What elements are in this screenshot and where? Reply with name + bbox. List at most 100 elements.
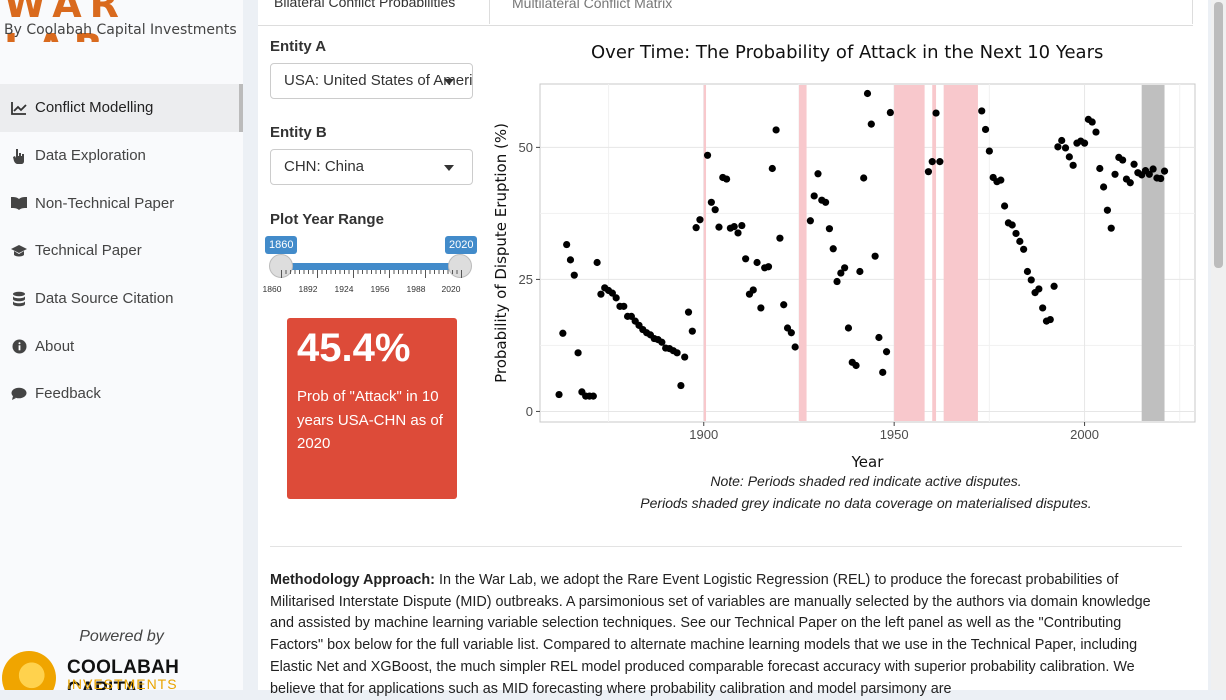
data-point — [932, 109, 940, 117]
slider-ticks — [281, 270, 462, 278]
x-axis-label: Year — [851, 453, 885, 471]
tab-bilateral[interactable]: Bilateral Conflict Probabilities — [258, 0, 490, 24]
chevron-down-icon — [444, 165, 454, 171]
chart-title: Over Time: The Probability of Attack in … — [591, 42, 1104, 63]
y-axis-label: Probability of Dispute Eruption (%) — [492, 123, 510, 383]
data-point — [822, 198, 830, 206]
sidebar-item-non-technical-paper[interactable]: Non-Technical Paper — [0, 179, 243, 227]
sidebar-item-data-exploration[interactable]: Data Exploration — [0, 132, 243, 180]
x-tick-label: 2000 — [1070, 427, 1099, 442]
entity-a-select[interactable]: USA: United States of America — [270, 63, 473, 99]
data-point — [837, 269, 845, 277]
sidebar-item-label: Conflict Modelling — [35, 99, 154, 117]
sidebar-item-technical-paper[interactable]: Technical Paper — [0, 227, 243, 275]
brand-title: WAR LAB — [4, 0, 127, 42]
data-point — [867, 120, 875, 128]
entity-a-value: USA: United States of America — [284, 72, 473, 89]
powered-by: Powered by — [79, 628, 164, 645]
info-circle-icon — [10, 338, 28, 354]
data-point — [768, 164, 776, 173]
data-point — [981, 125, 990, 134]
sidebar-item-label: Data Exploration — [35, 147, 146, 165]
coolabah-logo: COOLABAH CAPITAL INVESTMENTS — [0, 645, 243, 690]
data-point — [738, 221, 746, 230]
year-range-label: Plot Year Range — [270, 211, 384, 228]
entity-a-label: Entity A — [270, 38, 327, 55]
active-dispute-band — [894, 85, 925, 421]
slider-to-badge: 2020 — [445, 236, 478, 254]
data-point — [1111, 170, 1119, 178]
data-point — [1023, 267, 1032, 276]
data-point — [757, 304, 765, 312]
data-point — [730, 222, 738, 231]
data-point — [1160, 167, 1169, 175]
page-scrollbar[interactable] — [1211, 0, 1226, 690]
data-point — [1012, 229, 1020, 238]
data-point — [1119, 156, 1127, 164]
probability-chart: 1900 1950 2000 0 25 50 Year Probability of Disp… — [492, 83, 1196, 471]
data-point — [780, 301, 788, 309]
data-point — [563, 240, 571, 249]
slider-tick-label: 1956 — [370, 284, 390, 294]
data-point — [692, 224, 700, 232]
entity-b-value: CHN: China — [284, 158, 365, 175]
data-point — [597, 290, 605, 298]
chevron-down-icon — [444, 79, 454, 85]
data-point — [1100, 183, 1108, 191]
active-dispute-band — [798, 85, 807, 421]
x-tick-label: 1900 — [689, 427, 718, 442]
data-point — [871, 252, 879, 260]
tab-multilateral[interactable]: Multilateral Conflict Matrix — [490, 0, 1193, 24]
entity-b-select[interactable]: CHN: China — [270, 149, 473, 185]
slider-track[interactable] — [280, 263, 460, 270]
sidebar-item-label: Technical Paper — [35, 242, 142, 260]
data-point — [688, 327, 696, 335]
data-point — [852, 361, 860, 370]
data-point — [555, 390, 563, 399]
data-point — [791, 343, 799, 351]
active-dispute-band — [932, 85, 937, 421]
brand: WAR LAB By Coolabah Capital Investments — [0, 0, 243, 42]
scrollbar-thumb[interactable] — [1214, 2, 1223, 268]
data-point — [1157, 174, 1165, 183]
sidebar-item-label: Feedback — [35, 385, 101, 403]
main-content: Bilateral Conflict Probabilities Multila… — [258, 0, 1208, 697]
logo-name: COOLABAH CAPITAL — [67, 657, 180, 690]
sidebar-item-conflict-modelling[interactable]: Conflict Modelling — [0, 84, 243, 132]
y-tick-label: 25 — [519, 272, 533, 287]
data-point — [1126, 179, 1134, 187]
data-point — [734, 229, 742, 237]
sidebar-item-data-source-citation[interactable]: Data Source Citation — [0, 275, 243, 323]
data-point — [764, 263, 773, 271]
sidebar-item-about[interactable]: About — [0, 322, 243, 370]
data-point — [566, 256, 575, 264]
data-point — [696, 216, 704, 224]
y-tick-label: 50 — [519, 140, 533, 155]
data-point — [589, 392, 597, 400]
data-point — [1149, 165, 1157, 173]
data-point — [612, 294, 620, 302]
data-point — [879, 368, 887, 376]
data-point — [753, 258, 761, 267]
data-point — [1008, 221, 1016, 229]
y-tick-label: 0 — [526, 404, 533, 419]
active-dispute-band — [703, 85, 707, 421]
sidebar-item-feedback[interactable]: Feedback — [0, 370, 243, 418]
data-point — [844, 324, 853, 332]
comment-icon — [10, 386, 28, 402]
data-point — [570, 271, 578, 279]
data-point — [841, 264, 849, 272]
slider-tick-label: 1924 — [334, 284, 354, 294]
data-point — [1107, 224, 1115, 232]
sidebar-item-label: Non-Technical Paper — [35, 194, 175, 212]
data-point — [1046, 315, 1054, 324]
data-point — [924, 168, 933, 176]
methodology-heading: Methodology Approach: — [270, 572, 435, 588]
database-icon — [10, 291, 28, 307]
methodology-text: Methodology Approach: In the War Lab, we… — [270, 570, 1174, 700]
data-point — [711, 206, 719, 214]
year-range-slider[interactable]: 1860 2020 1860 1892 1924 1956 1988 2020 — [263, 236, 478, 296]
data-point — [1058, 136, 1066, 145]
data-point — [1035, 285, 1043, 293]
data-point — [593, 258, 601, 267]
